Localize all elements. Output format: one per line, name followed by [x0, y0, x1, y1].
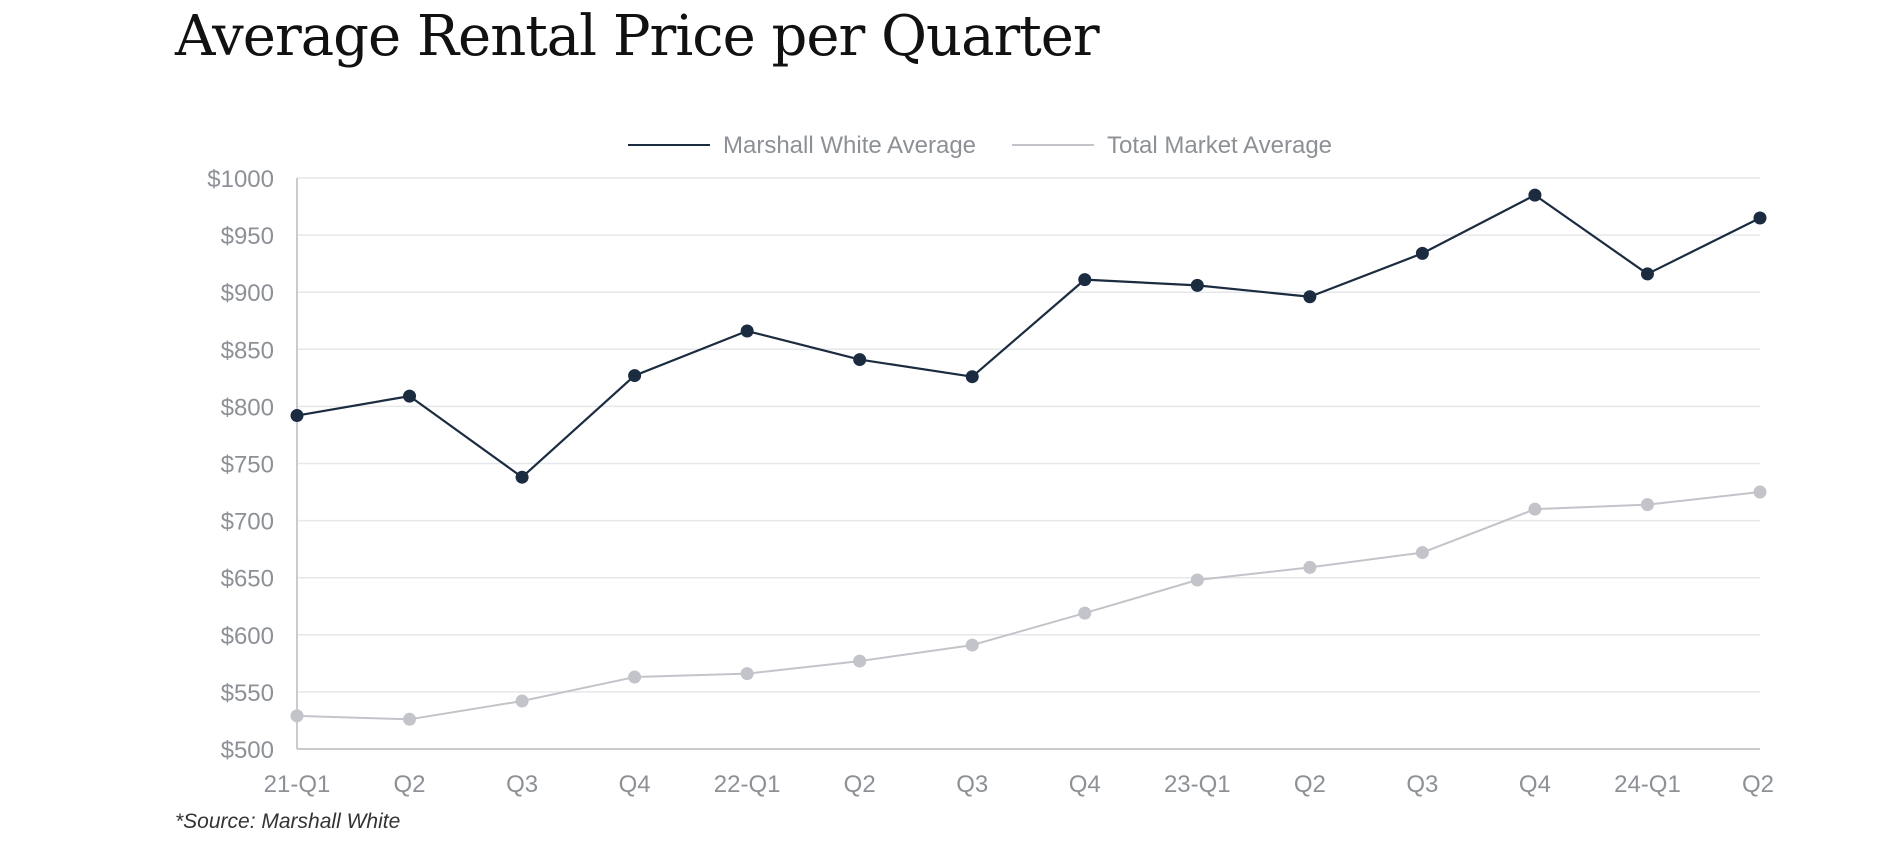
- y-tick-label: $600: [221, 623, 274, 650]
- series-line: [296, 194, 1761, 479]
- legend-item: Marshall White Average: [628, 132, 976, 159]
- legend: Marshall White Average Total Market Avera…: [628, 132, 1332, 159]
- data-point: [628, 369, 642, 383]
- legend-label: Total Market Average: [1107, 132, 1332, 159]
- data-point: [403, 712, 417, 726]
- data-point: [290, 409, 304, 423]
- data-point: [1640, 498, 1654, 512]
- y-tick-label: $850: [221, 337, 274, 364]
- x-tick-label: 23-Q1: [1164, 771, 1231, 798]
- x-tick-label: Q2: [1742, 771, 1774, 798]
- data-point: [403, 389, 417, 403]
- data-point: [515, 470, 529, 484]
- legend-label: Marshall White Average: [723, 132, 976, 159]
- data-point: [740, 324, 754, 338]
- data-point: [628, 670, 642, 684]
- data-point: [1303, 290, 1317, 304]
- y-tick-label: $500: [221, 737, 274, 764]
- y-tick-label: $900: [221, 280, 274, 307]
- data-point: [1415, 546, 1429, 560]
- x-tick-label: Q2: [394, 771, 426, 798]
- data-point: [1415, 246, 1429, 260]
- data-point: [515, 694, 529, 708]
- y-tick-label: $950: [221, 223, 274, 250]
- data-point: [1190, 278, 1204, 292]
- y-tick-label: $650: [221, 566, 274, 593]
- data-point: [1078, 273, 1092, 287]
- series-0: [290, 188, 1767, 484]
- data-point: [853, 654, 867, 668]
- data-point: [740, 667, 754, 681]
- x-tick-label: Q2: [844, 771, 876, 798]
- data-point: [1640, 267, 1654, 281]
- x-tick-label: Q2: [1294, 771, 1326, 798]
- legend-item: Total Market Average: [1012, 132, 1332, 159]
- data-point: [1528, 502, 1542, 516]
- x-tick-label: 24-Q1: [1614, 771, 1681, 798]
- source-note: *Source: Marshall White: [175, 810, 401, 833]
- data-point: [290, 709, 304, 723]
- data-point: [1528, 188, 1542, 202]
- data-point: [965, 638, 979, 652]
- series-1: [290, 485, 1767, 726]
- y-tick-label: $700: [221, 509, 274, 536]
- data-point: [1753, 485, 1767, 499]
- y-tick-label: $750: [221, 452, 274, 479]
- x-tick-label: 21-Q1: [264, 771, 331, 798]
- data-point: [1078, 606, 1092, 620]
- data-point: [1753, 211, 1767, 225]
- x-tick-label: Q4: [1519, 771, 1551, 798]
- series: [290, 188, 1767, 726]
- chart-title: Average Rental Price per Quarter: [175, 4, 1100, 69]
- y-tick-label: $1000: [207, 166, 274, 193]
- y-tick-label: $800: [221, 394, 274, 421]
- data-point: [1190, 573, 1204, 587]
- x-tick-label: Q3: [506, 771, 538, 798]
- x-tick-label: Q4: [619, 771, 651, 798]
- x-tick-label: Q4: [1069, 771, 1101, 798]
- axes: [296, 178, 1760, 750]
- x-tick-label: 22-Q1: [714, 771, 781, 798]
- x-tick-label: Q3: [1406, 771, 1438, 798]
- x-axis-tick-labels: 21-Q1 Q2 Q3 Q4 22-Q1 Q2 Q3 Q4 23-Q1 Q2 Q3 Q4 24-Q1 Q2: [264, 771, 1774, 798]
- y-tick-label: $550: [221, 680, 274, 707]
- x-tick-label: Q3: [956, 771, 988, 798]
- data-point: [1303, 560, 1317, 574]
- data-point: [853, 353, 867, 367]
- data-point: [965, 370, 979, 384]
- y-axis-tick-labels: $500 $550 $600 $650 $700 $750 $800 $850 $900 $950…: [207, 166, 274, 764]
- series-line: [296, 491, 1761, 721]
- gridlines: [297, 177, 1760, 693]
